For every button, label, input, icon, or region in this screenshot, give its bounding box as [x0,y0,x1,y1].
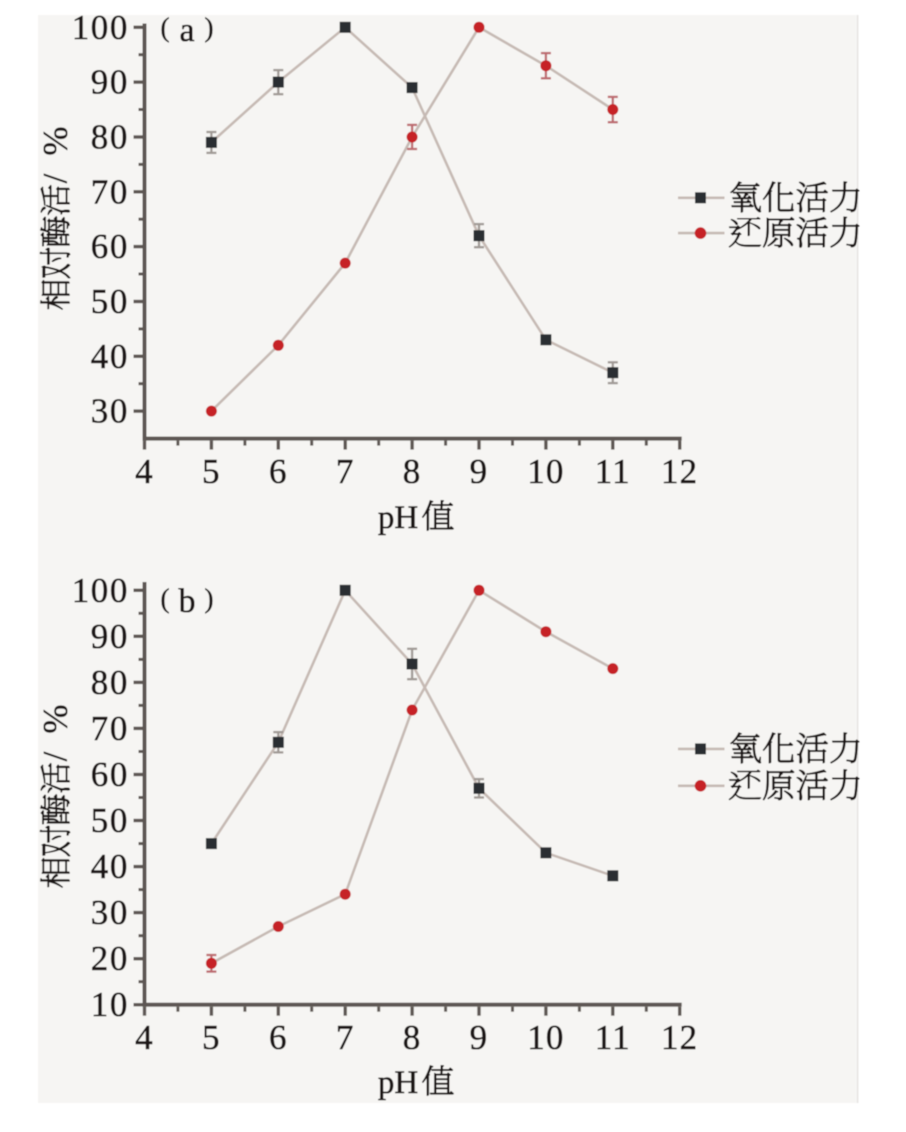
svg-text:(: ( [161,13,170,43]
svg-text:6: 6 [269,1018,288,1057]
svg-text:40: 40 [91,337,129,376]
svg-text:90: 90 [91,63,129,102]
svg-text:60: 60 [91,755,129,794]
svg-text:12: 12 [661,1018,698,1057]
svg-text:10: 10 [527,452,564,491]
svg-text:5: 5 [202,1018,221,1057]
svg-text:b: b [179,583,196,620]
svg-text:%: % [36,704,75,733]
svg-text:): ) [205,13,214,43]
svg-text:8: 8 [403,452,422,491]
svg-text:30: 30 [91,893,129,932]
svg-text:100: 100 [72,8,129,47]
svg-text:80: 80 [91,663,129,702]
svg-text:7: 7 [336,452,355,491]
svg-text:11: 11 [595,1018,631,1057]
svg-text:40: 40 [91,847,129,886]
svg-text:%: % [36,126,75,155]
svg-text:10: 10 [527,1018,564,1057]
svg-text:9: 9 [470,452,489,491]
svg-text:12: 12 [661,452,698,491]
svg-text:5: 5 [202,452,221,491]
svg-text:70: 70 [91,709,129,748]
svg-text:/: / [37,751,74,761]
svg-text:100: 100 [72,571,129,610]
svg-text:7: 7 [336,1018,355,1057]
svg-text:20: 20 [91,939,129,978]
svg-text:(: ( [161,584,170,614]
svg-text:4: 4 [135,452,154,491]
svg-text:60: 60 [91,227,129,266]
svg-text:9: 9 [470,1018,489,1057]
svg-text:80: 80 [91,118,129,157]
svg-text:6: 6 [269,452,288,491]
svg-text:a: a [179,12,194,49]
svg-text:4: 4 [135,1018,154,1057]
svg-text:10: 10 [91,985,129,1024]
svg-text:50: 50 [91,282,129,321]
svg-text:90: 90 [91,617,129,656]
svg-text:11: 11 [595,452,631,491]
svg-text:pH: pH [378,1065,418,1101]
svg-text:8: 8 [403,1018,422,1057]
svg-text:30: 30 [91,392,129,431]
svg-text:pH: pH [378,500,418,536]
svg-text:50: 50 [91,801,129,840]
svg-text:70: 70 [91,172,129,211]
svg-text:/: / [37,173,74,183]
svg-text:): ) [205,584,214,614]
